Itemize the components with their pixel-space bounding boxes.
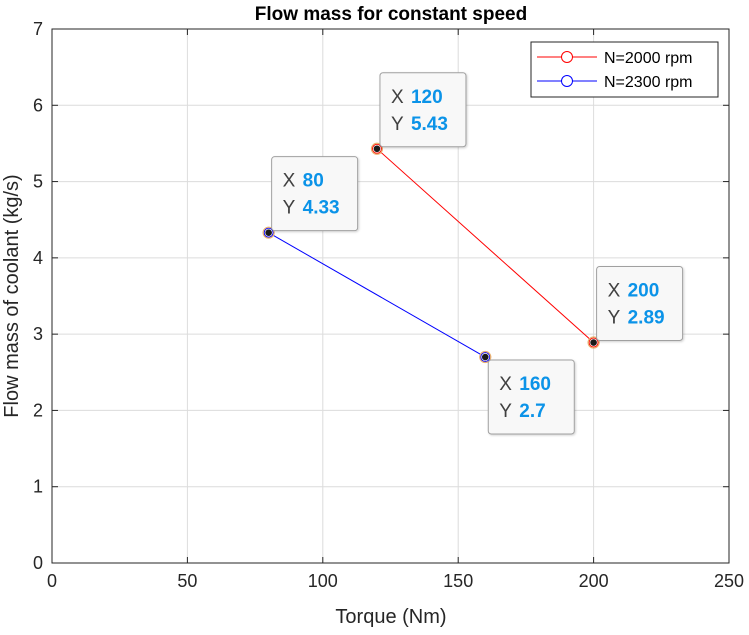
plot-area: 0 50 100 150 200 250 0 1 2 3 4 5 6 7 X 120 Y 5.43 X 200 Y 2.8… [33,19,744,591]
datatip-box [379,72,467,148]
series-line-2 [268,232,486,358]
datatip-dot [373,145,381,153]
datatip-box [596,266,684,342]
y-tick-label: 4 [33,248,43,268]
x-axis-label: Torque (Nm) [335,606,446,628]
chart-title: Flow mass for constant speed [255,4,527,25]
y-tick-label: 5 [33,172,43,192]
datatip-dot [590,339,597,346]
datatip-dot [481,353,489,361]
y-tick-label: 0 [33,553,43,573]
x-tick-label: 100 [308,571,338,591]
datatip-box [487,359,575,435]
y-tick-label: 7 [33,19,43,39]
datatip-x-value: 160 [519,374,551,395]
y-tick-label: 1 [33,477,43,497]
datatip-y-value: 2.89 [628,308,665,329]
datatip-y-label: Y [608,308,621,329]
datatip-highlight-ring [370,142,384,155]
datatip-y-label: Y [499,401,512,422]
x-tick-label: 50 [177,571,197,591]
legend-box [530,41,719,98]
x-tick-label: 200 [579,571,609,591]
datatip-box [271,156,359,232]
datatip-highlight-ring [479,350,492,364]
legend: N=2000 rpm N=2300 rpm [530,41,719,98]
datatip-x-value: 120 [411,87,443,108]
datatip-y-value: 5.43 [411,114,448,135]
datatip-x-value: 200 [628,281,660,302]
datatip-x-label: X [283,171,296,192]
x-tick-label: 250 [714,571,744,591]
y-tick-label: 2 [33,400,43,420]
datatip-y-label: Y [283,198,296,219]
datatip-dot [265,229,272,236]
y-tick-label: 6 [33,95,43,115]
series-line-1 [376,148,594,343]
y-tick-label: 3 [33,324,43,344]
datatip-highlight-ring [262,226,275,239]
datatip-x-value: 80 [303,171,324,192]
y-axis-label: Flow mass of coolant (kg/s) [1,174,23,417]
x-tick-label: 150 [443,571,473,591]
legend-label-1: N=2000 rpm [604,50,693,67]
legend-label-2: N=2300 rpm [604,74,693,91]
x-tick-label: 0 [47,571,57,591]
datatip-y-value: 4.33 [303,198,340,219]
legend-marker-2 [561,75,573,87]
datatip-highlight-ring [587,336,600,349]
datatip: X 200 Y 2.89 [596,266,684,342]
datatip-x-label: X [499,374,512,395]
axes-box [51,28,730,564]
datatip-y-value: 2.7 [519,401,545,422]
datatip: X 120 Y 5.43 [379,72,467,148]
datatip: X 160 Y 2.7 [487,359,575,435]
datatip-x-label: X [391,87,404,108]
datatip-y-label: Y [391,114,404,135]
datatip-x-label: X [608,281,621,302]
legend-marker-1 [561,51,573,63]
datatip: X 80 Y 4.33 [271,156,359,232]
